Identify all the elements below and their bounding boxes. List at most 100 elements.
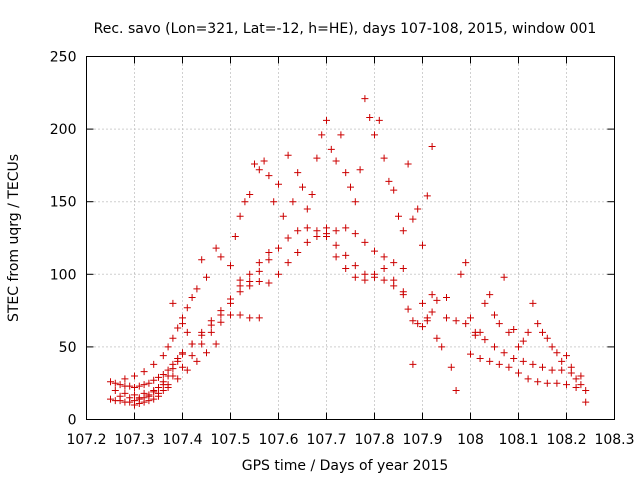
data-point <box>510 325 518 333</box>
data-point <box>577 372 585 380</box>
data-point <box>404 305 412 313</box>
data-point <box>179 363 186 371</box>
data-point <box>207 317 215 325</box>
x-tick-label: 107.9 <box>402 432 442 448</box>
data-point <box>505 328 513 336</box>
y-tick-label: 0 <box>68 413 77 429</box>
data-point <box>428 291 436 299</box>
x-tick-label: 108 <box>457 432 484 448</box>
data-point <box>539 363 546 371</box>
data-point <box>553 349 561 357</box>
data-point <box>366 113 374 121</box>
data-point <box>563 381 570 389</box>
data-point <box>351 230 359 238</box>
data-point <box>179 320 186 328</box>
data-point <box>428 308 436 316</box>
data-point <box>313 233 321 241</box>
data-point <box>342 264 350 272</box>
data-point <box>174 375 182 383</box>
data-point <box>140 398 148 406</box>
data-point <box>255 278 263 286</box>
data-point <box>481 299 489 307</box>
data-point <box>323 224 330 232</box>
data-point <box>409 317 417 325</box>
y-tick-label: 100 <box>50 267 77 283</box>
data-point <box>351 273 359 281</box>
data-point <box>174 357 182 365</box>
y-tick-label: 200 <box>50 122 77 138</box>
data-point <box>519 357 527 365</box>
data-point <box>577 381 585 389</box>
data-point <box>342 224 350 232</box>
data-point <box>553 379 561 387</box>
axis-ticks <box>86 56 615 420</box>
data-point <box>284 259 292 267</box>
data-point <box>495 320 503 328</box>
data-point <box>524 328 532 336</box>
data-point <box>159 370 167 378</box>
data-point <box>452 386 460 394</box>
plot-frame <box>86 56 615 420</box>
x-tick-label: 107.5 <box>210 432 250 448</box>
data-point <box>231 233 239 241</box>
data-point <box>140 368 148 376</box>
y-tick-label: 250 <box>50 50 77 66</box>
data-point <box>227 262 234 270</box>
x-tick-label: 107.2 <box>66 432 106 448</box>
data-point <box>356 166 364 174</box>
data-point <box>467 350 474 358</box>
data-point <box>294 227 302 235</box>
data-point <box>390 276 398 284</box>
data-point <box>183 304 191 312</box>
data-point <box>255 267 263 275</box>
data-point <box>438 343 446 351</box>
data-point <box>203 273 210 281</box>
data-point <box>462 320 470 328</box>
data-point <box>188 352 196 360</box>
data-point <box>169 372 177 380</box>
data-point <box>207 328 215 336</box>
data-point <box>428 143 436 151</box>
data-point <box>337 131 345 139</box>
data-point <box>510 355 518 363</box>
data-point <box>198 328 206 336</box>
data-point <box>567 369 575 377</box>
data-point <box>303 238 311 246</box>
data-point <box>227 295 234 303</box>
data-point <box>203 349 210 357</box>
data-point <box>107 378 114 386</box>
data-point <box>131 384 138 392</box>
data-point <box>414 320 422 328</box>
data-point <box>563 352 570 360</box>
data-point <box>270 198 278 206</box>
data-point <box>371 131 378 139</box>
data-point <box>241 198 249 206</box>
data-point <box>399 291 407 299</box>
data-point <box>380 276 388 284</box>
data-point <box>529 299 537 307</box>
data-point <box>150 395 158 403</box>
data-point <box>342 251 350 259</box>
data-point <box>121 389 129 397</box>
data-point <box>534 378 542 386</box>
data-point <box>265 172 273 180</box>
data-point <box>135 400 143 408</box>
x-tick-label: 108.3 <box>594 432 634 448</box>
data-point <box>500 273 508 281</box>
data-point <box>327 145 335 153</box>
data-point <box>495 360 503 368</box>
data-point <box>236 311 244 319</box>
data-point <box>332 157 340 165</box>
data-point <box>558 366 566 374</box>
data-point <box>361 276 369 284</box>
data-point <box>159 386 167 394</box>
x-tick-label: 107.8 <box>354 432 394 448</box>
data-point <box>572 384 580 392</box>
data-point <box>486 291 494 299</box>
data-point <box>183 328 191 336</box>
data-point <box>419 323 426 331</box>
data-point <box>150 360 158 368</box>
data-point <box>313 154 321 162</box>
data-point <box>491 311 498 319</box>
data-point <box>433 334 441 342</box>
